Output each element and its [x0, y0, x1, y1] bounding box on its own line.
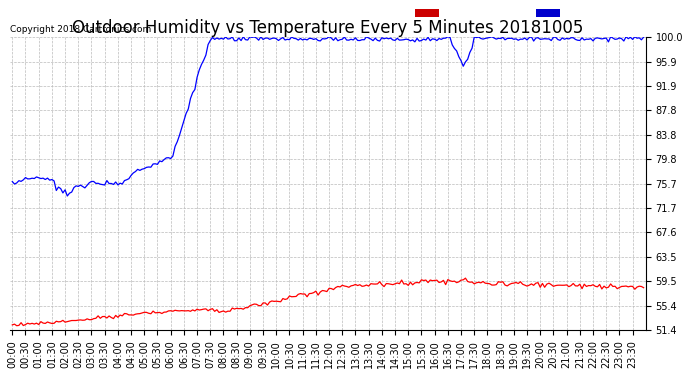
Title: Outdoor Humidity vs Temperature Every 5 Minutes 20181005: Outdoor Humidity vs Temperature Every 5 … — [72, 19, 584, 37]
Text: Copyright 2018 Cartronics.com: Copyright 2018 Cartronics.com — [10, 25, 151, 34]
Legend: Temperature (°F), Humidity  (%): Temperature (°F), Humidity (%) — [413, 6, 641, 20]
